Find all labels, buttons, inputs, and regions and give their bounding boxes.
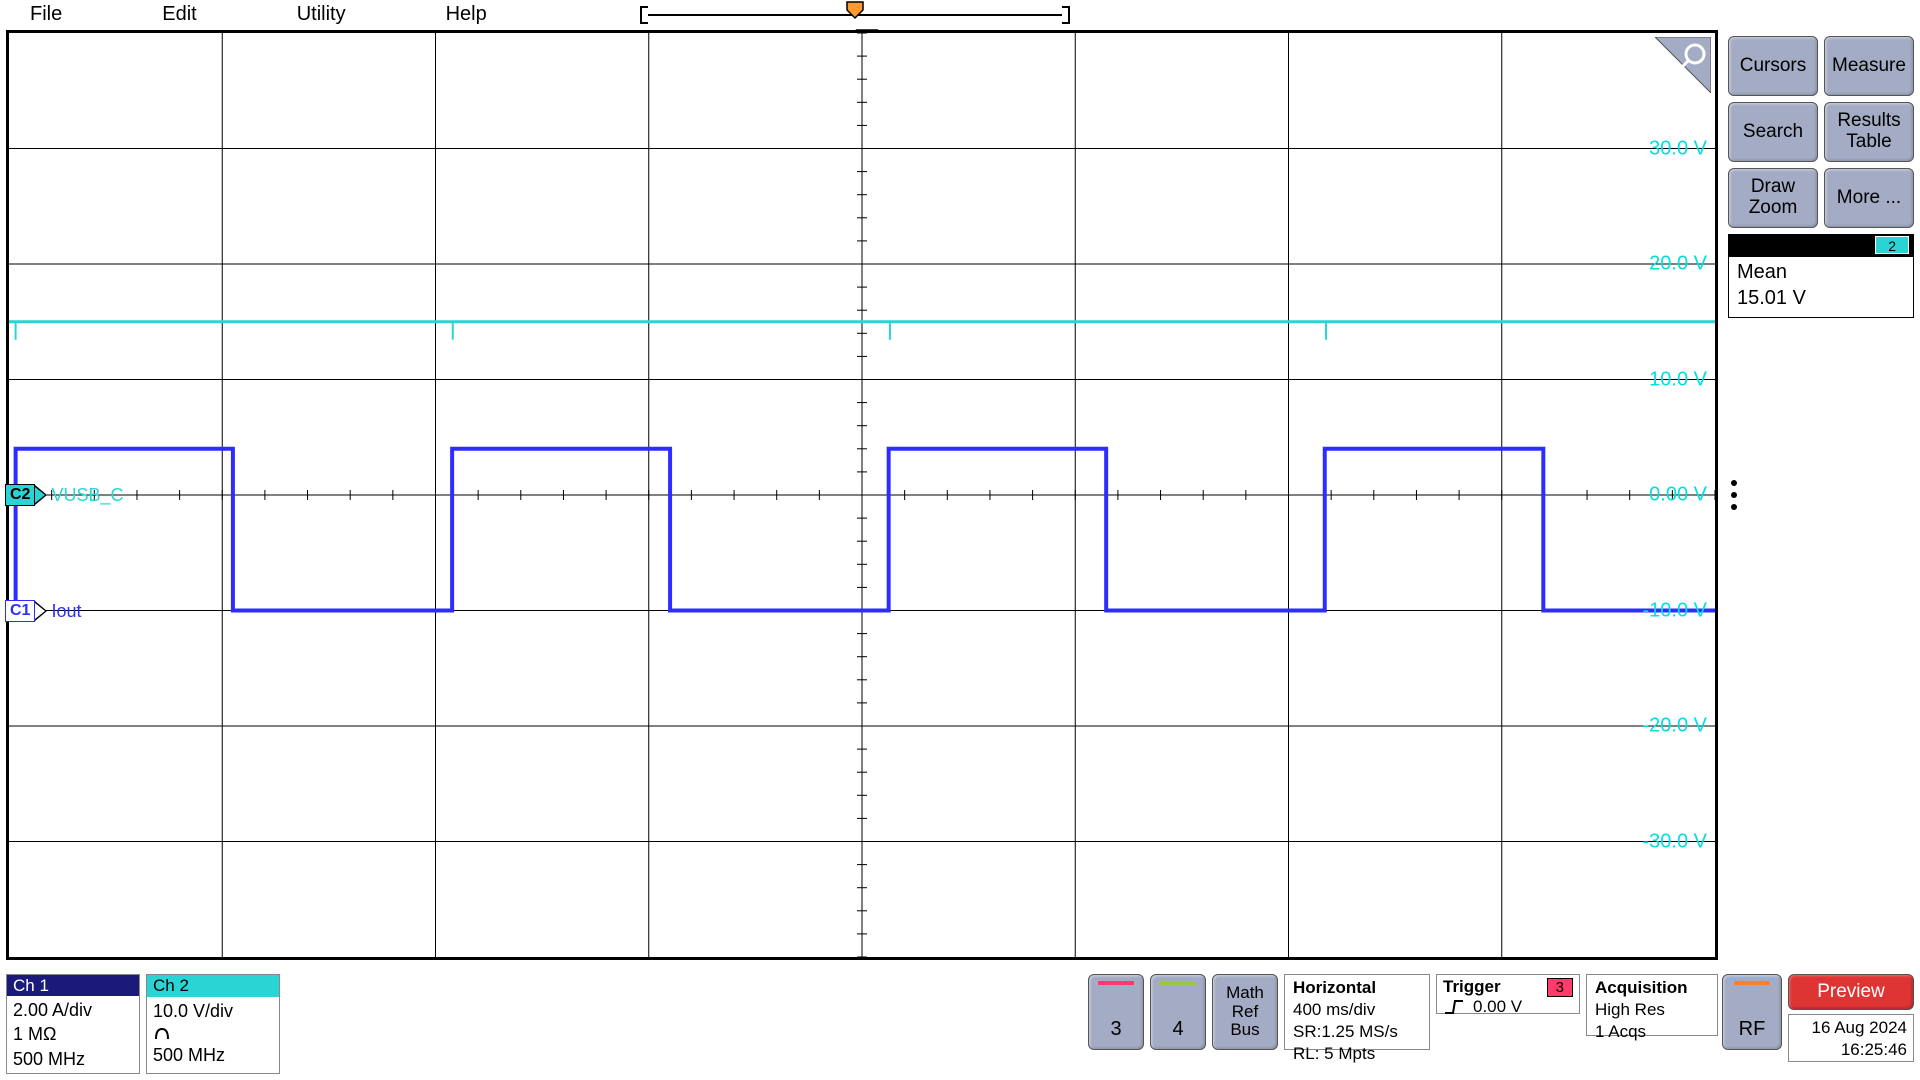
ch1-info-panel[interactable]: Ch 1 2.00 A/div 1 MΩ 500 MHz <box>6 974 140 1074</box>
y-axis-label: -20.0 V <box>1643 715 1707 738</box>
trigger-source-badge: 3 <box>1547 978 1573 997</box>
acquisition-info-panel[interactable]: Acquisition High Res 1 Acqs <box>1586 974 1718 1036</box>
bottom-status-bar: Ch 1 2.00 A/div 1 MΩ 500 MHz Ch 2 10.0 V… <box>6 974 1718 1074</box>
menu-utility[interactable]: Utility <box>297 3 346 26</box>
math-ref-bus-button[interactable]: Math Ref Bus <box>1212 974 1278 1050</box>
ch4-label: 4 <box>1172 1018 1183 1041</box>
results-table-button[interactable]: Results Table <box>1824 102 1914 162</box>
math-ref-bus-label: Math Ref Bus <box>1226 984 1264 1040</box>
ch2-probe-icon <box>153 1023 273 1043</box>
measurement-value: 15.01 V <box>1737 285 1905 311</box>
bottom-right-controls: RF Preview 16 Aug 2024 16:25:46 <box>1722 974 1914 1074</box>
horizontal-sr: SR:1.25 MS/s <box>1293 1021 1421 1043</box>
ch2-label: VUSB_C <box>51 485 123 506</box>
trigger-level: 0.00 V <box>1473 997 1522 1017</box>
rising-edge-icon <box>1443 999 1465 1015</box>
ch2-scale: 10.0 V/div <box>153 999 273 1023</box>
ch2-bandwidth: 500 MHz <box>153 1043 273 1067</box>
horizontal-title: Horizontal <box>1293 977 1421 999</box>
menu-edit[interactable]: Edit <box>162 3 196 26</box>
more-button[interactable]: More ... <box>1824 168 1914 228</box>
ch1-header: Ch 1 <box>7 975 139 996</box>
ch1-scale: 2.00 A/div <box>13 998 133 1022</box>
trigger-info-panel[interactable]: Trigger 3 0.00 V <box>1436 974 1580 1014</box>
ch2-header: Ch 2 <box>147 975 279 997</box>
ch2-info-panel[interactable]: Ch 2 10.0 V/div 500 MHz <box>146 974 280 1074</box>
ch1-ground-marker[interactable]: C1 Iout <box>5 600 81 622</box>
datetime-display: 16 Aug 2024 16:25:46 <box>1788 1014 1914 1062</box>
sidebar: Cursors Measure Search Results Table Dra… <box>1728 36 1914 318</box>
measurement-channel-badge: 2 <box>1875 236 1909 254</box>
acquisition-acqs: 1 Acqs <box>1595 1021 1709 1043</box>
y-axis-label: -30.0 V <box>1643 830 1707 853</box>
acquisition-mode: High Res <box>1595 999 1709 1021</box>
ch4-button[interactable]: 4 <box>1150 974 1206 1050</box>
ch1-tag: C1 <box>5 600 35 622</box>
horizontal-info-panel[interactable]: Horizontal 400 ms/div SR:1.25 MS/s RL: 5… <box>1284 974 1430 1050</box>
zoom-icon[interactable] <box>1655 37 1711 93</box>
acquisition-title: Acquisition <box>1595 977 1709 999</box>
horizontal-rl: RL: 5 Mpts <box>1293 1043 1421 1065</box>
y-axis-label: -10.0 V <box>1643 599 1707 622</box>
rf-button[interactable]: RF <box>1722 974 1782 1050</box>
measurement-label: Mean <box>1737 259 1905 285</box>
ch3-button[interactable]: 3 <box>1088 974 1144 1050</box>
cursors-button[interactable]: Cursors <box>1728 36 1818 96</box>
timebase-position-slider[interactable] <box>640 6 1070 24</box>
y-axis-label: 20.0 V <box>1649 253 1707 276</box>
measurement-result-panel[interactable]: 2 Mean 15.01 V <box>1728 234 1914 318</box>
trigger-title: Trigger <box>1443 977 1501 997</box>
ch1-impedance: 1 MΩ <box>13 1022 133 1046</box>
ch2-ground-marker[interactable]: C2 VUSB_C <box>5 484 123 506</box>
panel-resize-handle[interactable] <box>1731 480 1737 510</box>
ch2-tag: C2 <box>5 484 35 506</box>
time-label: 16:25:46 <box>1795 1039 1907 1061</box>
preview-button[interactable]: Preview <box>1788 974 1914 1010</box>
ch1-label: Iout <box>51 601 81 622</box>
horizontal-scale: 400 ms/div <box>1293 999 1421 1021</box>
y-axis-label: 10.0 V <box>1649 368 1707 391</box>
measure-button[interactable]: Measure <box>1824 36 1914 96</box>
waveform-display[interactable]: C2 VUSB_C C1 Iout 30.0 V 20.0 V 10.0 V 0.00… <box>6 30 1718 960</box>
search-button[interactable]: Search <box>1728 102 1818 162</box>
y-axis-label: 30.0 V <box>1649 137 1707 160</box>
menu-help[interactable]: Help <box>446 3 487 26</box>
trigger-position-marker-icon <box>843 0 867 28</box>
date-label: 16 Aug 2024 <box>1795 1017 1907 1039</box>
menu-file[interactable]: File <box>30 3 62 26</box>
y-axis-label: 0.00 V <box>1649 484 1707 507</box>
rf-label: RF <box>1739 1018 1766 1041</box>
ch1-bandwidth: 500 MHz <box>13 1047 133 1071</box>
draw-zoom-button[interactable]: Draw Zoom <box>1728 168 1818 228</box>
ch3-label: 3 <box>1110 1018 1121 1041</box>
